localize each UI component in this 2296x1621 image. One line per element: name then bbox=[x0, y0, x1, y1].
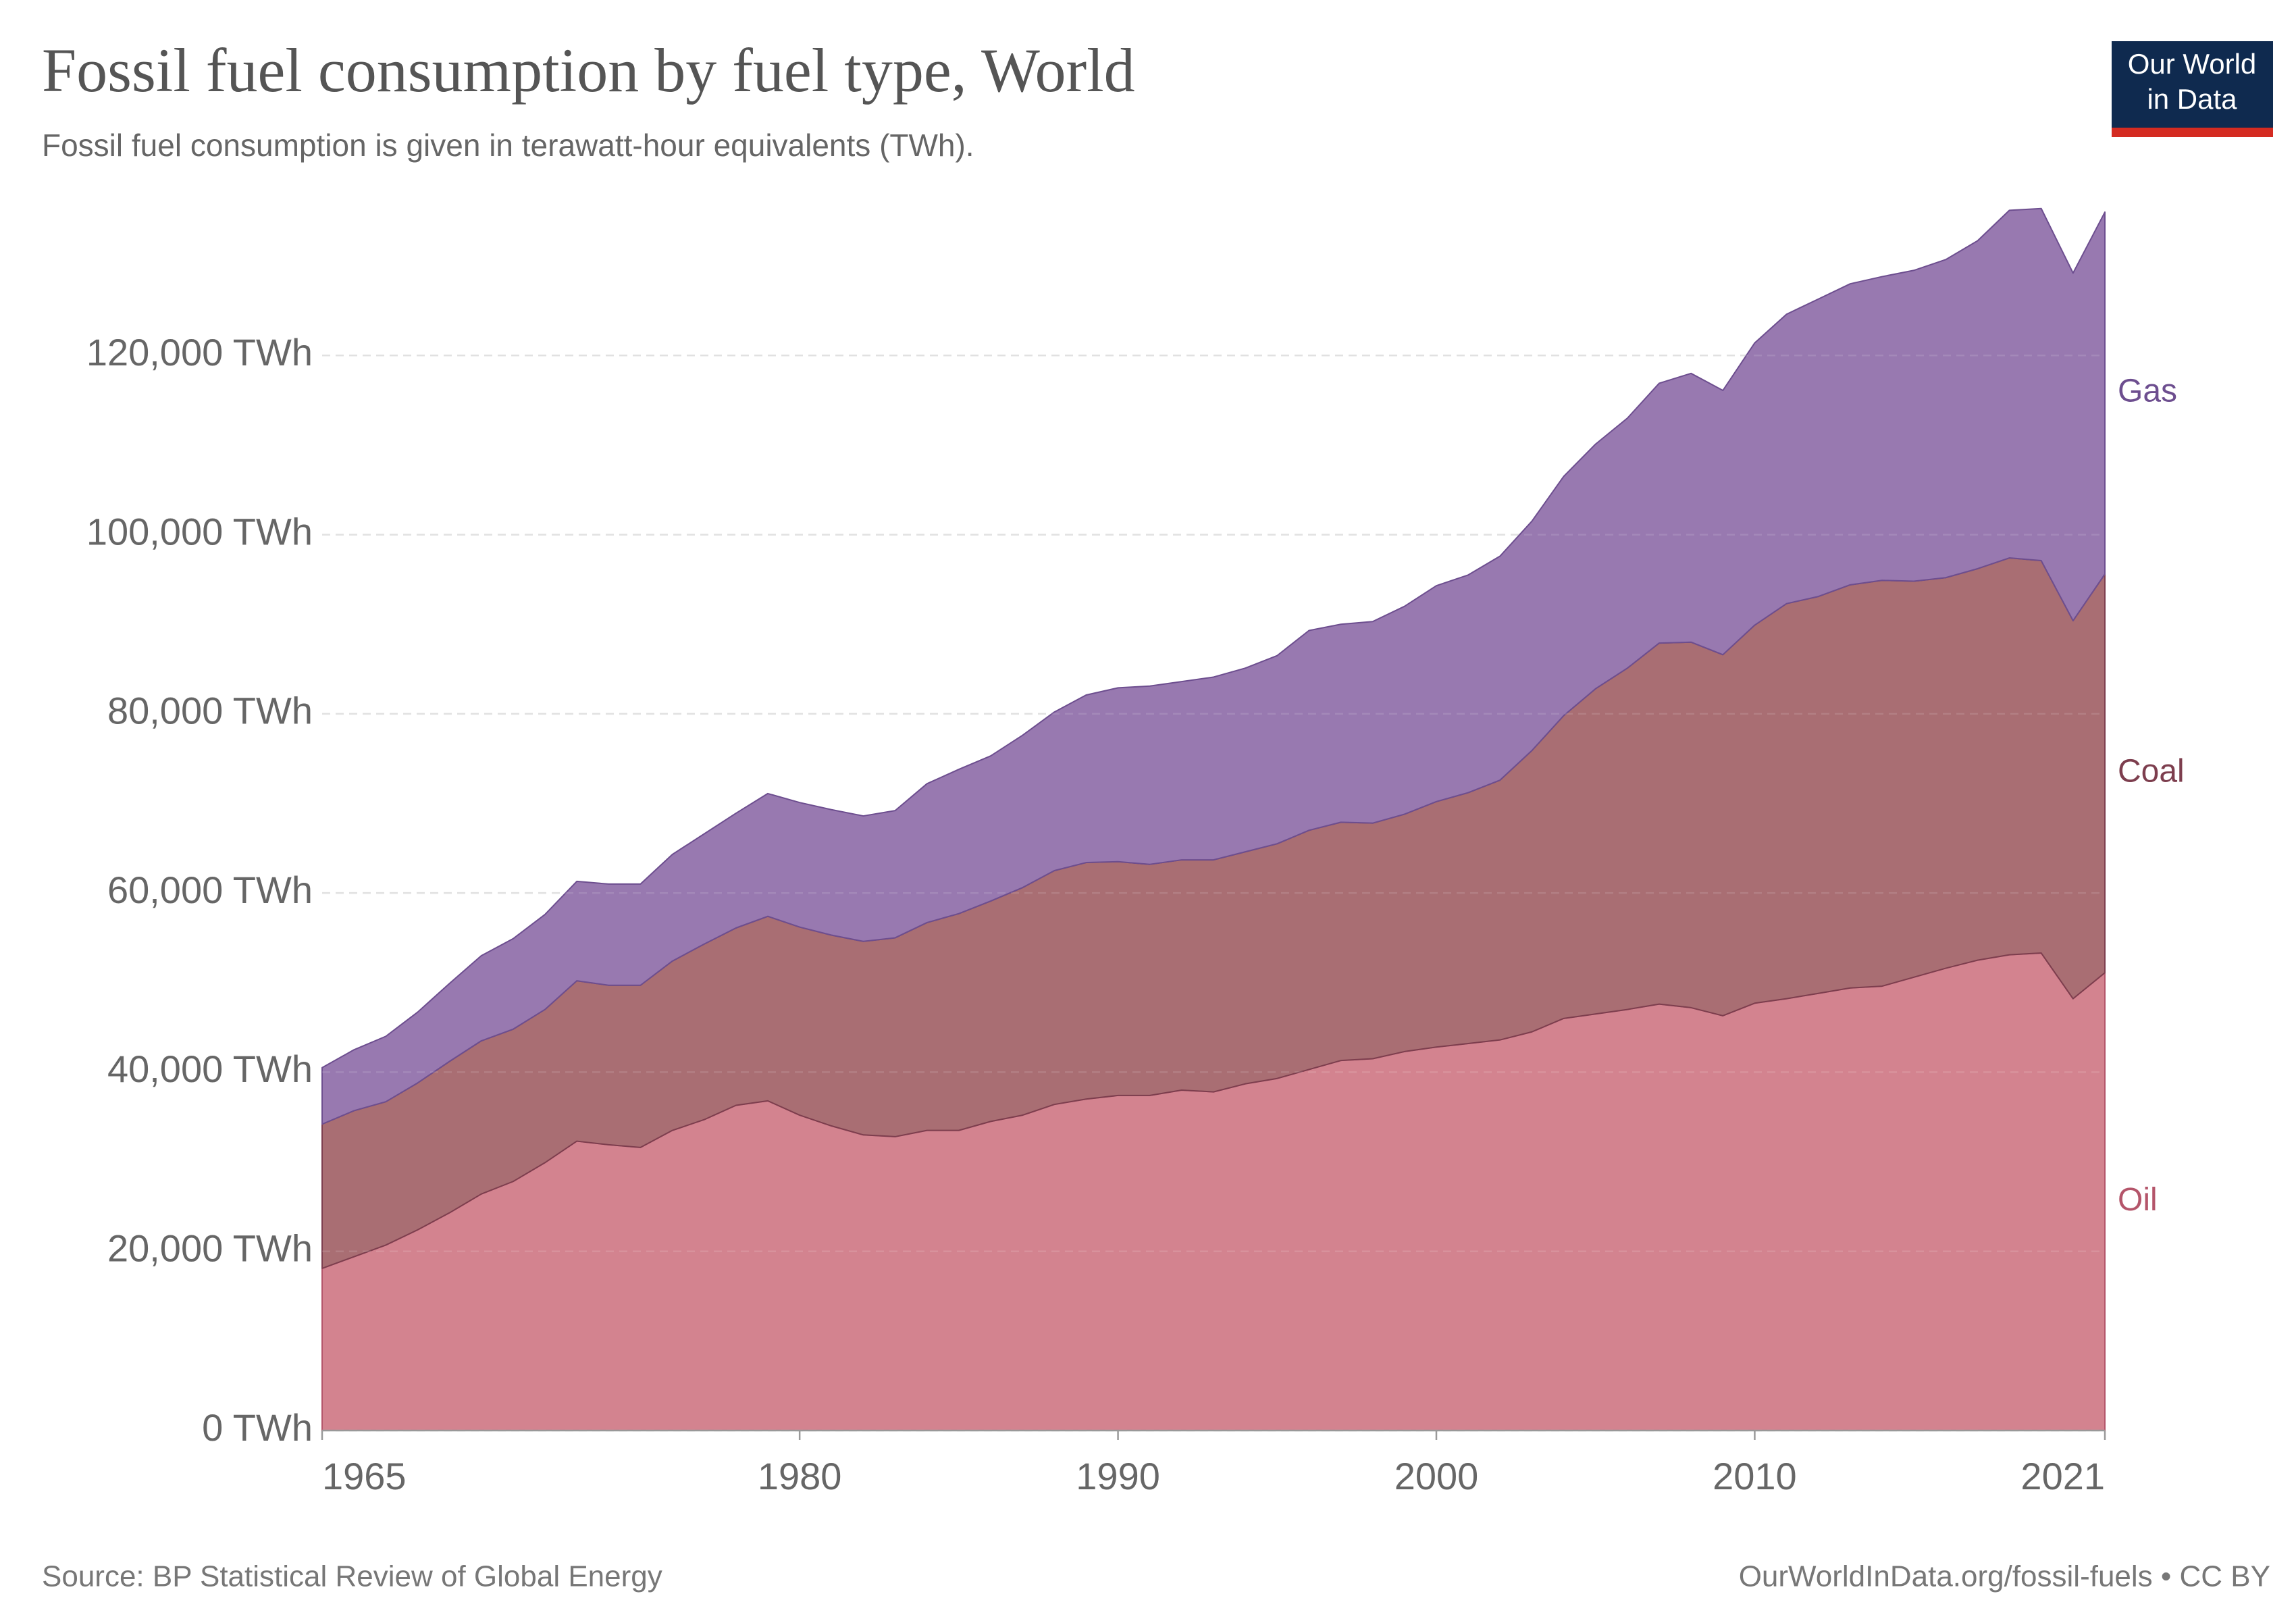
y-tick-label: 20,000 TWh bbox=[107, 1227, 313, 1270]
x-tick-label: 2000 bbox=[1394, 1455, 1479, 1497]
series-label: Oil bbox=[2118, 1182, 2158, 1218]
y-tick-label: 80,000 TWh bbox=[107, 690, 313, 732]
y-tick-label: 60,000 TWh bbox=[107, 869, 313, 911]
source: Source: BP Statistical Review of Global … bbox=[42, 1560, 662, 1593]
y-tick-label: 40,000 TWh bbox=[107, 1048, 313, 1090]
x-tick-label: 2010 bbox=[1713, 1455, 1797, 1497]
series-label: Gas bbox=[2118, 374, 2177, 409]
logo-box bbox=[2112, 41, 2273, 128]
series-label: Coal bbox=[2118, 754, 2185, 790]
area bbox=[321, 207, 2106, 1125]
y-tick-label: 120,000 TWh bbox=[86, 331, 313, 374]
y-tick-label: 0 TWh bbox=[202, 1406, 313, 1449]
logo-text: Our World bbox=[2128, 48, 2257, 80]
logo[interactable]: Our World in Data bbox=[2112, 41, 2273, 137]
x-tick-label: 1980 bbox=[758, 1455, 842, 1497]
y-tick-label: 100,000 TWh bbox=[86, 510, 313, 552]
chart-subtitle: Fossil fuel consumption is given in tera… bbox=[42, 128, 974, 163]
logo-text: in Data bbox=[2147, 83, 2237, 115]
x-tick-label: 2021 bbox=[2020, 1455, 2105, 1497]
chart-title: Fossil fuel consumption by fuel type, Wo… bbox=[42, 36, 1135, 105]
x-tick-label: 1990 bbox=[1076, 1455, 1160, 1497]
x-tick-label: 1965 bbox=[322, 1455, 407, 1497]
credit[interactable]: OurWorldInData.org/fossil-fuels • CC BY bbox=[1739, 1560, 2270, 1593]
logo-bar bbox=[2112, 128, 2273, 137]
